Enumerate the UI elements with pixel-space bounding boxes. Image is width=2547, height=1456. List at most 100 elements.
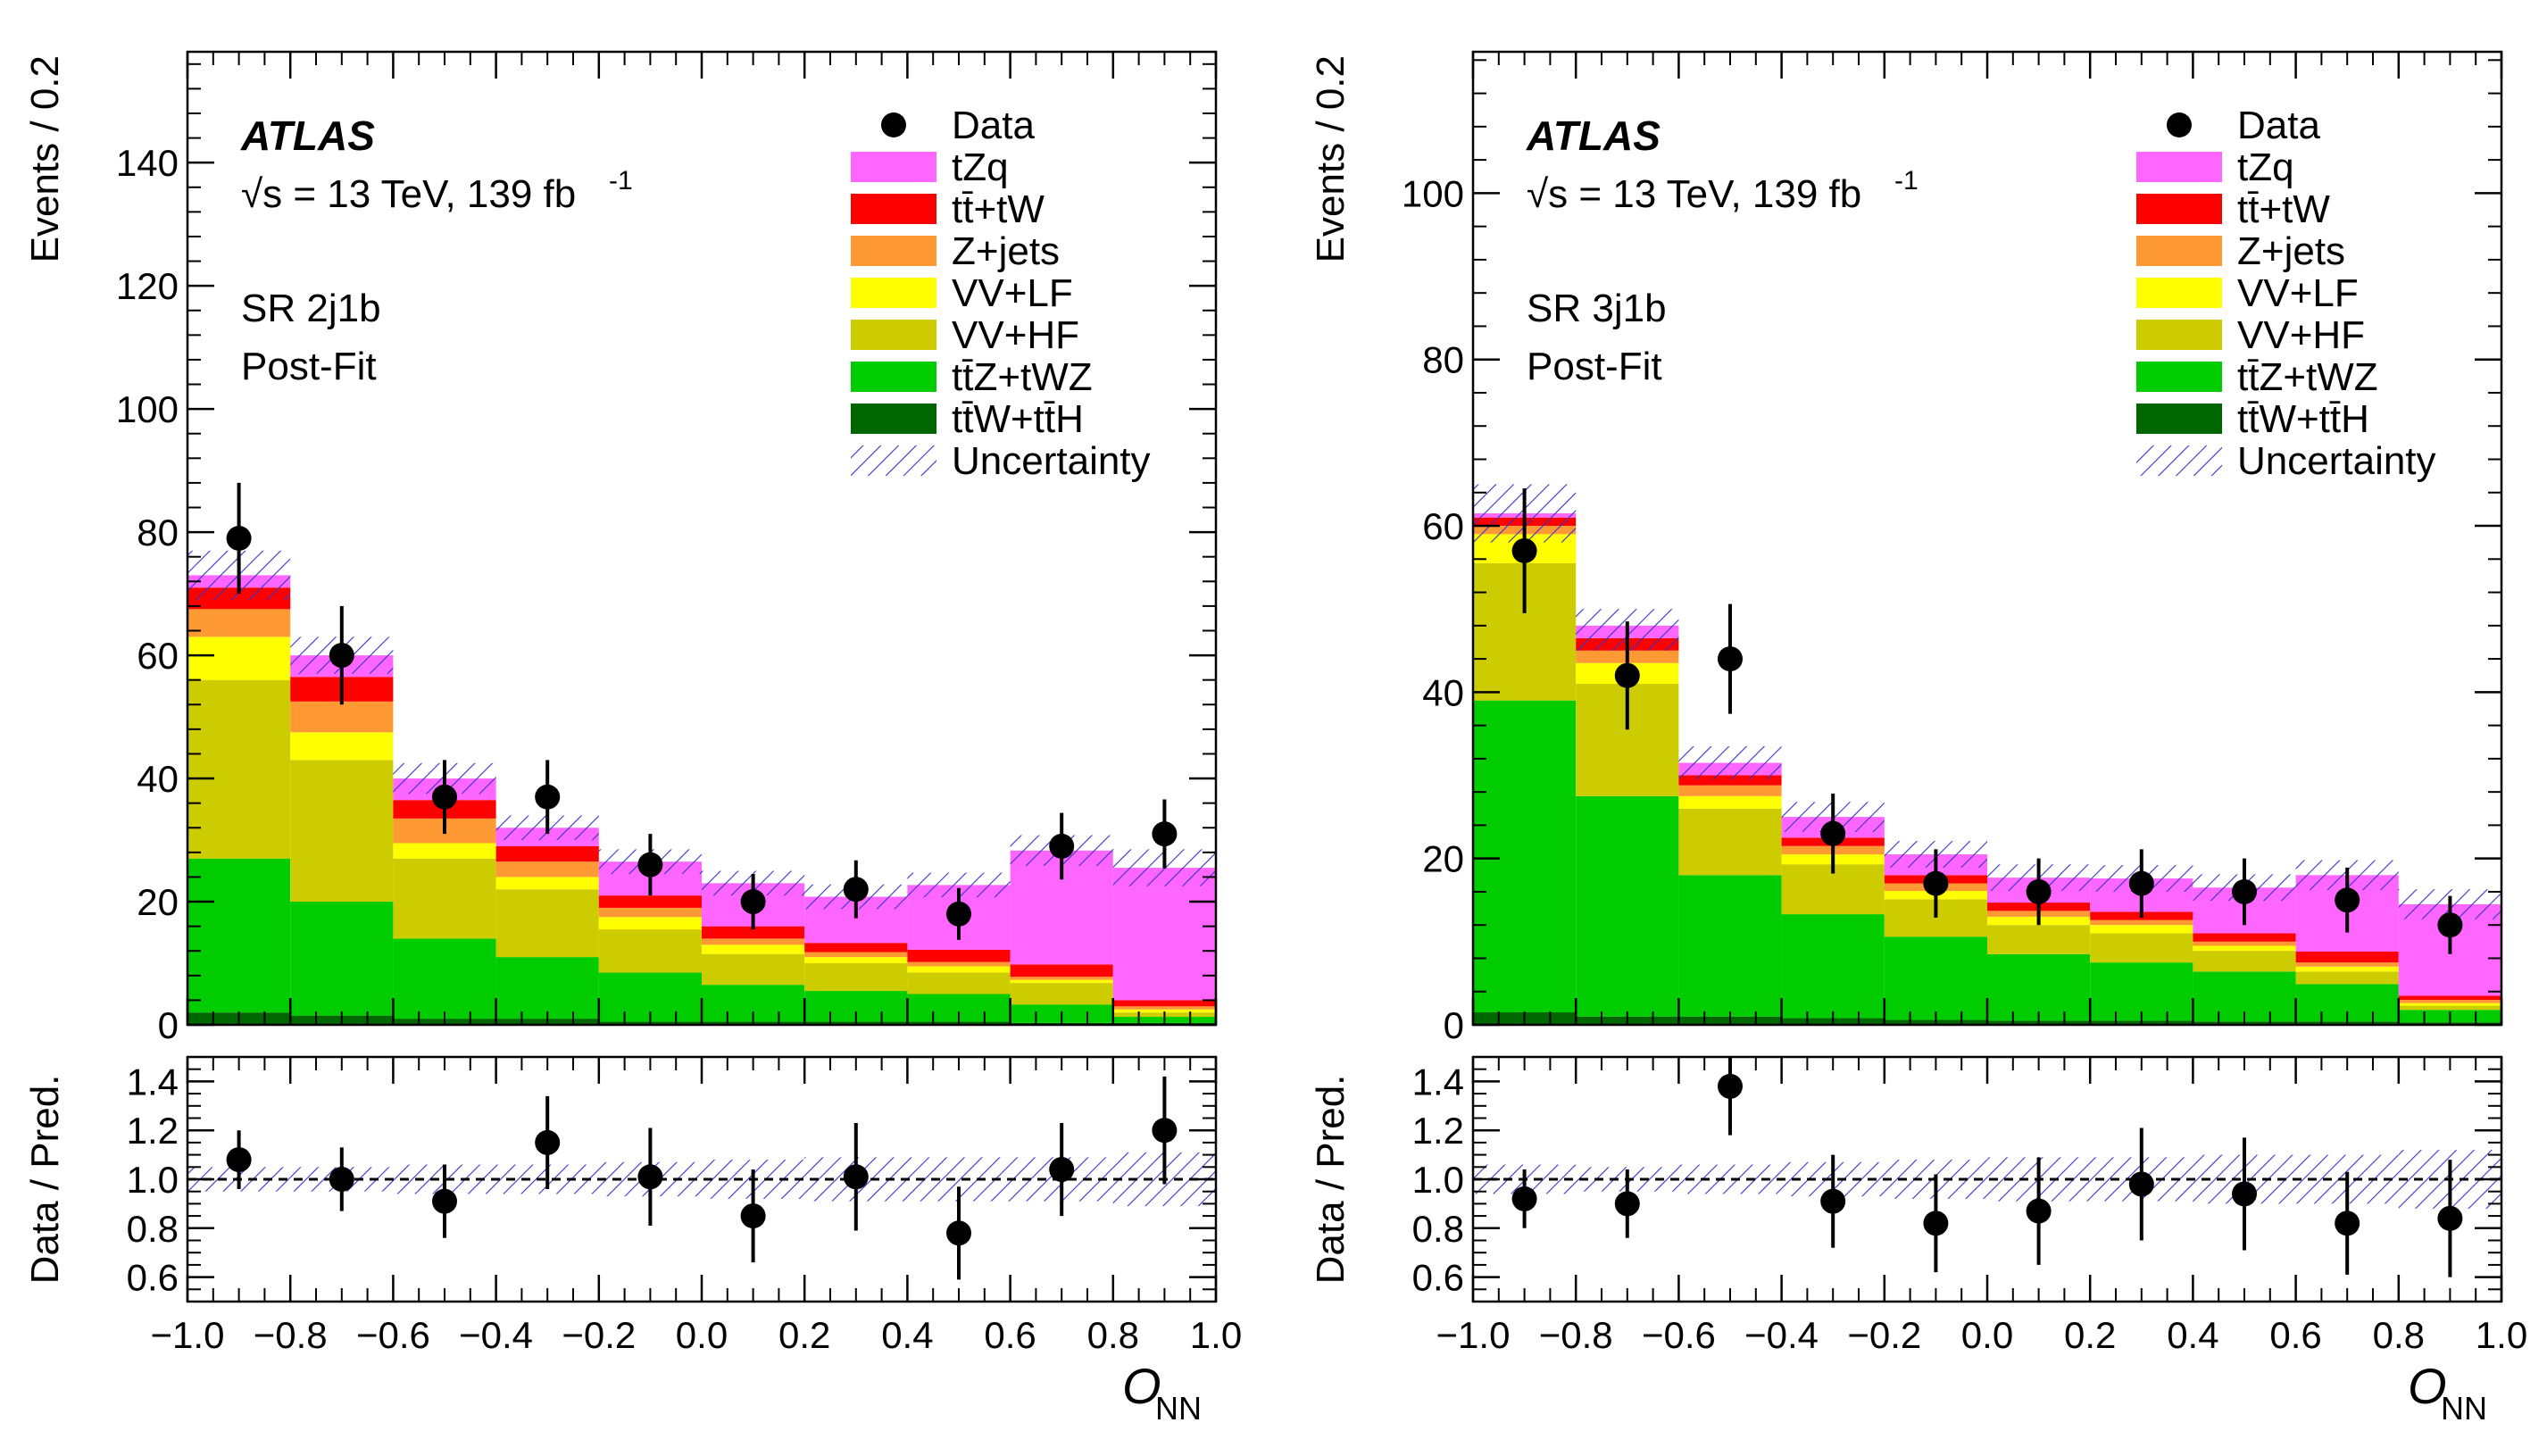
data-point <box>1511 537 1537 563</box>
legend-label: Uncertainty <box>2237 439 2436 483</box>
stack-bar-ttbar_tW <box>2295 952 2399 963</box>
x-tick-label: 0.6 <box>2269 1314 2321 1356</box>
ratio-y-axis-label: Data / Pred. <box>1309 1075 1353 1285</box>
legend-swatch-zjets <box>851 236 936 266</box>
stack-bar-vv_lf <box>2398 1003 2501 1006</box>
legend-label: tt̄W+tt̄H <box>2237 397 2369 441</box>
ratio-point <box>2437 1205 2463 1231</box>
y-tick-label: 60 <box>137 635 179 677</box>
stack-bar-ttbar_tW <box>2193 933 2296 942</box>
stack-bar-vv_lf <box>2090 925 2193 934</box>
legend-swatch-ttw_tth <box>851 404 936 434</box>
stack-bar-ttbar_tW <box>2398 995 2501 1001</box>
y-tick-label: 20 <box>137 881 179 923</box>
legend-label: tt̄W+tt̄H <box>952 397 1084 441</box>
y-axis-label: Events / 0.2 <box>1309 55 1353 262</box>
stack-bar-ttz_twz <box>2090 962 2193 1021</box>
stack-bar-ttz_twz <box>1678 875 1782 1017</box>
x-tick-label: 0.4 <box>2167 1314 2218 1356</box>
stack-bar-vv_hf <box>2193 951 2296 972</box>
x-tick-label: −0.2 <box>1847 1314 1921 1356</box>
ratio-panel <box>187 1076 1216 1280</box>
stack-bar-vv_hf <box>1010 983 1113 1005</box>
stack-bar-zjets <box>1010 977 1113 980</box>
data-point <box>2026 878 2052 904</box>
stack-bar-vv_lf <box>495 877 599 890</box>
legend-label: tZq <box>952 146 1009 189</box>
stack-bar-ttz_twz <box>1884 936 1987 1020</box>
data-point <box>637 852 663 878</box>
fit-label: Post-Fit <box>241 345 377 388</box>
data-points <box>1511 488 2463 954</box>
stack-bar-vv_lf <box>804 957 908 964</box>
ratio-y-tick-label: 0.8 <box>1412 1208 1464 1250</box>
legend-swatch-ttw_tth <box>2136 404 2222 434</box>
legend-swatch-vv_lf <box>851 278 936 308</box>
legend-marker-data <box>881 112 906 137</box>
legend-swatch-uncertainty <box>2136 445 2222 476</box>
x-tick-label: −0.4 <box>1744 1314 1819 1356</box>
stack-bar-ttz_twz <box>1781 914 1885 1019</box>
data-point <box>2232 878 2257 904</box>
stack-bar-ttbar_tW <box>1112 1000 1216 1007</box>
data-point <box>2128 870 2154 896</box>
x-tick-label: −0.2 <box>562 1314 636 1356</box>
stack-bar-ttz_twz <box>1987 953 2091 1021</box>
fit-label: Post-Fit <box>1527 345 1662 388</box>
stack-bar-vv_hf <box>2398 1005 2501 1011</box>
stack-bar-ttbar_tW <box>495 845 599 862</box>
x-tick-label: 0.8 <box>2373 1314 2425 1356</box>
stack-bar-zjets <box>1112 1006 1216 1010</box>
stack-bar-vv_hf <box>2295 971 2399 985</box>
stack-bar-ttbar_tW <box>1678 775 1782 786</box>
stack-bar-vv_lf <box>702 944 805 954</box>
stack-bar-ttbar_tW <box>1010 964 1113 978</box>
ratio-point <box>946 1220 971 1246</box>
x-tick-label: 0.2 <box>778 1314 830 1356</box>
data-point <box>1820 820 1846 846</box>
legend-label: Z+jets <box>952 229 1060 273</box>
ratio-point <box>1511 1186 1537 1211</box>
stack-bar-ttz_twz <box>290 902 394 1016</box>
stack-bar-zjets <box>2295 962 2399 967</box>
data-point <box>843 877 869 903</box>
y-tick-label: 20 <box>1422 838 1464 880</box>
ratio-panel <box>1473 1057 2501 1277</box>
legend-swatch-tZq <box>851 152 936 182</box>
stack-bar-ttz_twz <box>393 938 496 1019</box>
ratio-y-tick-label: 1.2 <box>127 1110 179 1152</box>
stack-bar-vv_hf <box>187 679 291 859</box>
ratio-point <box>2026 1198 2052 1224</box>
ratio-point <box>226 1147 252 1173</box>
legend-swatch-tZq <box>2136 152 2222 182</box>
stack-bar-vv_hf <box>598 929 702 973</box>
legend-label: tt̄+tW <box>952 187 1045 231</box>
ratio-point <box>432 1188 457 1214</box>
legend-label: Z+jets <box>2237 229 2345 273</box>
stack-bar-zjets <box>598 907 702 918</box>
ratio-point <box>1923 1211 1949 1236</box>
stack-bar-vv_lf <box>598 917 702 930</box>
legend-label: VV+LF <box>2237 271 2359 315</box>
ratio-y-tick-label: 1.2 <box>1412 1110 1464 1152</box>
stack-bar-zjets <box>187 609 291 637</box>
stack-bar-vv_lf <box>2193 945 2296 952</box>
legend: DatatZqtt̄+tWZ+jetsVV+LFVV+HFtt̄Z+tWZtt̄… <box>2136 104 2436 483</box>
ratio-point <box>329 1167 354 1192</box>
stack-bar-ttbar_tW <box>907 949 1011 962</box>
series-vv_hf <box>1473 562 2501 1011</box>
ratio-point <box>1152 1118 1178 1144</box>
x-axis-label-subscript: NN <box>2441 1390 2487 1427</box>
x-tick-label: −1.0 <box>151 1314 225 1356</box>
data-point <box>740 889 766 915</box>
stack-bar-zjets <box>907 961 1011 967</box>
stack-bar-ttz_twz <box>1576 795 1679 1017</box>
legend-swatch-vv_hf <box>2136 320 2222 350</box>
x-tick-label: 0.4 <box>881 1314 933 1356</box>
ratio-point <box>535 1129 561 1155</box>
legend-label: Data <box>2237 104 2320 147</box>
stack-bar-vv_lf <box>1112 1009 1216 1013</box>
uncertainty-hatch <box>1678 745 1782 780</box>
panel-sr2j1b: −1.0 −0.8 −0.6 −0.4 −0.2 0.0 0.2 0.4 0.6 0.8 1.0 0 2… <box>23 50 1242 1427</box>
data-point <box>1614 662 1640 688</box>
